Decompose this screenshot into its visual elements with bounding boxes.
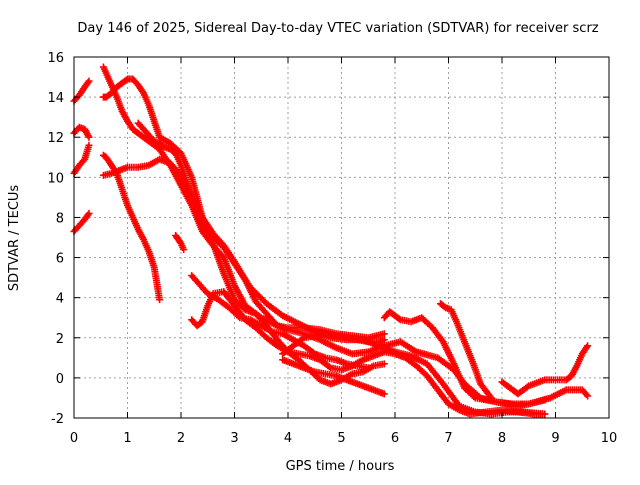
data-point [582, 390, 590, 398]
data-points [70, 63, 592, 418]
chart-title: Day 146 of 2025, Sidereal Day-to-day VTE… [77, 21, 598, 36]
data-point [156, 296, 164, 304]
x-tick-label: 4 [284, 431, 292, 446]
y-tick-label: 0 [56, 372, 64, 387]
data-point [234, 312, 242, 320]
series-track-4 [70, 209, 93, 235]
data-point [85, 209, 93, 217]
data-point [364, 364, 372, 372]
data-point [584, 392, 592, 400]
series-track-5 [99, 63, 388, 342]
x-tick-label: 0 [70, 431, 78, 446]
data-point [85, 133, 93, 141]
series-track-3 [70, 141, 93, 177]
y-tick-label: 2 [56, 332, 64, 347]
data-point [84, 79, 92, 87]
x-tick-label: 1 [123, 431, 131, 446]
series-track-12 [188, 272, 372, 372]
data-point [180, 246, 188, 254]
y-tick-label: 12 [47, 131, 64, 146]
series-track-13 [279, 330, 388, 358]
x-tick-label: 5 [337, 431, 345, 446]
y-tick-label: 4 [56, 292, 64, 307]
x-tick-label: 3 [230, 431, 238, 446]
x-tick-label: 10 [601, 431, 618, 446]
data-point [380, 360, 388, 368]
series-track-9 [134, 119, 388, 388]
series-track-14 [279, 356, 388, 398]
series-track-11 [188, 288, 549, 418]
x-tick-label: 2 [177, 431, 185, 446]
data-point [470, 393, 478, 401]
data-point [380, 390, 388, 398]
grid [74, 57, 609, 418]
data-point [380, 336, 388, 344]
y-tick-label: 6 [56, 252, 64, 267]
data-point [325, 363, 333, 371]
x-tick-label: 8 [498, 431, 506, 446]
x-tick-label: 6 [391, 431, 399, 446]
x-tick-label: 9 [551, 431, 559, 446]
data-point [85, 141, 93, 149]
series-track-15 [380, 308, 549, 410]
x-tick-label: 7 [444, 431, 452, 446]
data-point [584, 342, 592, 350]
data-point [487, 394, 495, 402]
data-point [84, 211, 92, 219]
series-track-16 [436, 300, 495, 402]
data-point [299, 335, 307, 343]
y-tick-label: -2 [51, 412, 64, 427]
data-point [541, 396, 549, 404]
data-point [523, 383, 531, 391]
data-point [79, 157, 87, 165]
y-tick-label: 16 [47, 51, 64, 66]
data-point [85, 77, 93, 85]
y-tick-label: 10 [47, 171, 64, 186]
data-point [541, 410, 549, 418]
series-track-10 [172, 231, 188, 254]
data-point [395, 315, 403, 323]
series-track-17 [498, 342, 592, 398]
data-point [380, 330, 388, 338]
x-axis-label: GPS time / hours [286, 459, 395, 474]
y-tick-label: 14 [47, 91, 64, 106]
y-axis-label: SDTVAR / TECUs [7, 185, 22, 292]
y-tick-label: 8 [56, 211, 64, 226]
